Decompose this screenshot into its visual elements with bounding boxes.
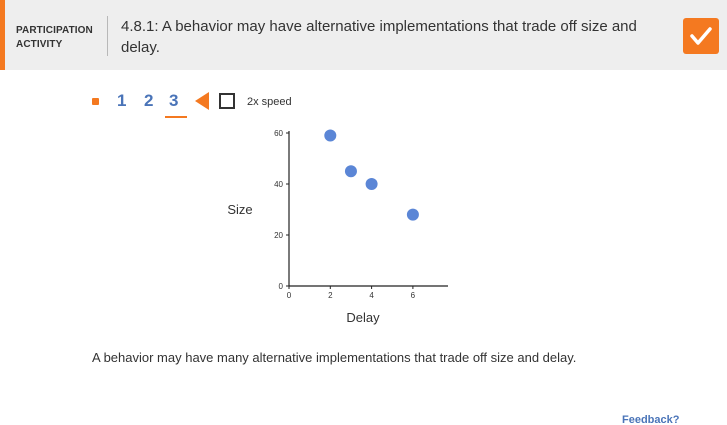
speed-label[interactable]: 2x speed <box>247 96 292 108</box>
y-tick-label: 20 <box>274 231 283 240</box>
participation-label-line2: ACTIVITY <box>16 39 63 50</box>
step-1-button[interactable]: 1 <box>117 91 127 110</box>
checkmark-icon <box>690 27 712 45</box>
y-tick-label: 0 <box>279 282 284 291</box>
header-accent-bar <box>0 0 5 70</box>
y-axis-label: Size <box>227 202 252 217</box>
activity-caption: A behavior may have many alternative imp… <box>92 350 577 365</box>
data-point-4 <box>406 208 419 221</box>
x-tick-label: 2 <box>328 291 333 300</box>
current-step-indicator <box>165 116 187 118</box>
x-tick-label: 0 <box>287 291 292 300</box>
data-point-2 <box>344 165 357 178</box>
data-point-1 <box>324 129 337 142</box>
step-2-button[interactable]: 2 <box>144 91 154 110</box>
participation-activity-label: PARTICIPATION ACTIVITY <box>16 24 106 52</box>
feedback-link[interactable]: Feedback? <box>622 414 680 425</box>
x-tick-label: 6 <box>411 291 416 300</box>
play-left-arrow-icon[interactable] <box>195 92 209 110</box>
x-axis-label: Delay <box>346 310 380 325</box>
activity-title: 4.8.1: A behavior may have alternative i… <box>121 18 637 56</box>
step-3-button[interactable]: 3 <box>169 91 179 110</box>
data-point-3 <box>365 178 378 190</box>
header-divider <box>107 16 108 56</box>
x-tick-label: 4 <box>369 291 374 300</box>
y-tick-label: 40 <box>274 180 283 189</box>
speed-checkbox[interactable] <box>219 93 235 109</box>
start-square-icon[interactable] <box>92 98 99 105</box>
y-tick-label: 60 <box>274 129 283 138</box>
activity-header: PARTICIPATION ACTIVITY 4.8.1: A behavior… <box>0 0 727 70</box>
completion-badge <box>683 18 719 54</box>
participation-label-line1: PARTICIPATION <box>16 25 93 36</box>
